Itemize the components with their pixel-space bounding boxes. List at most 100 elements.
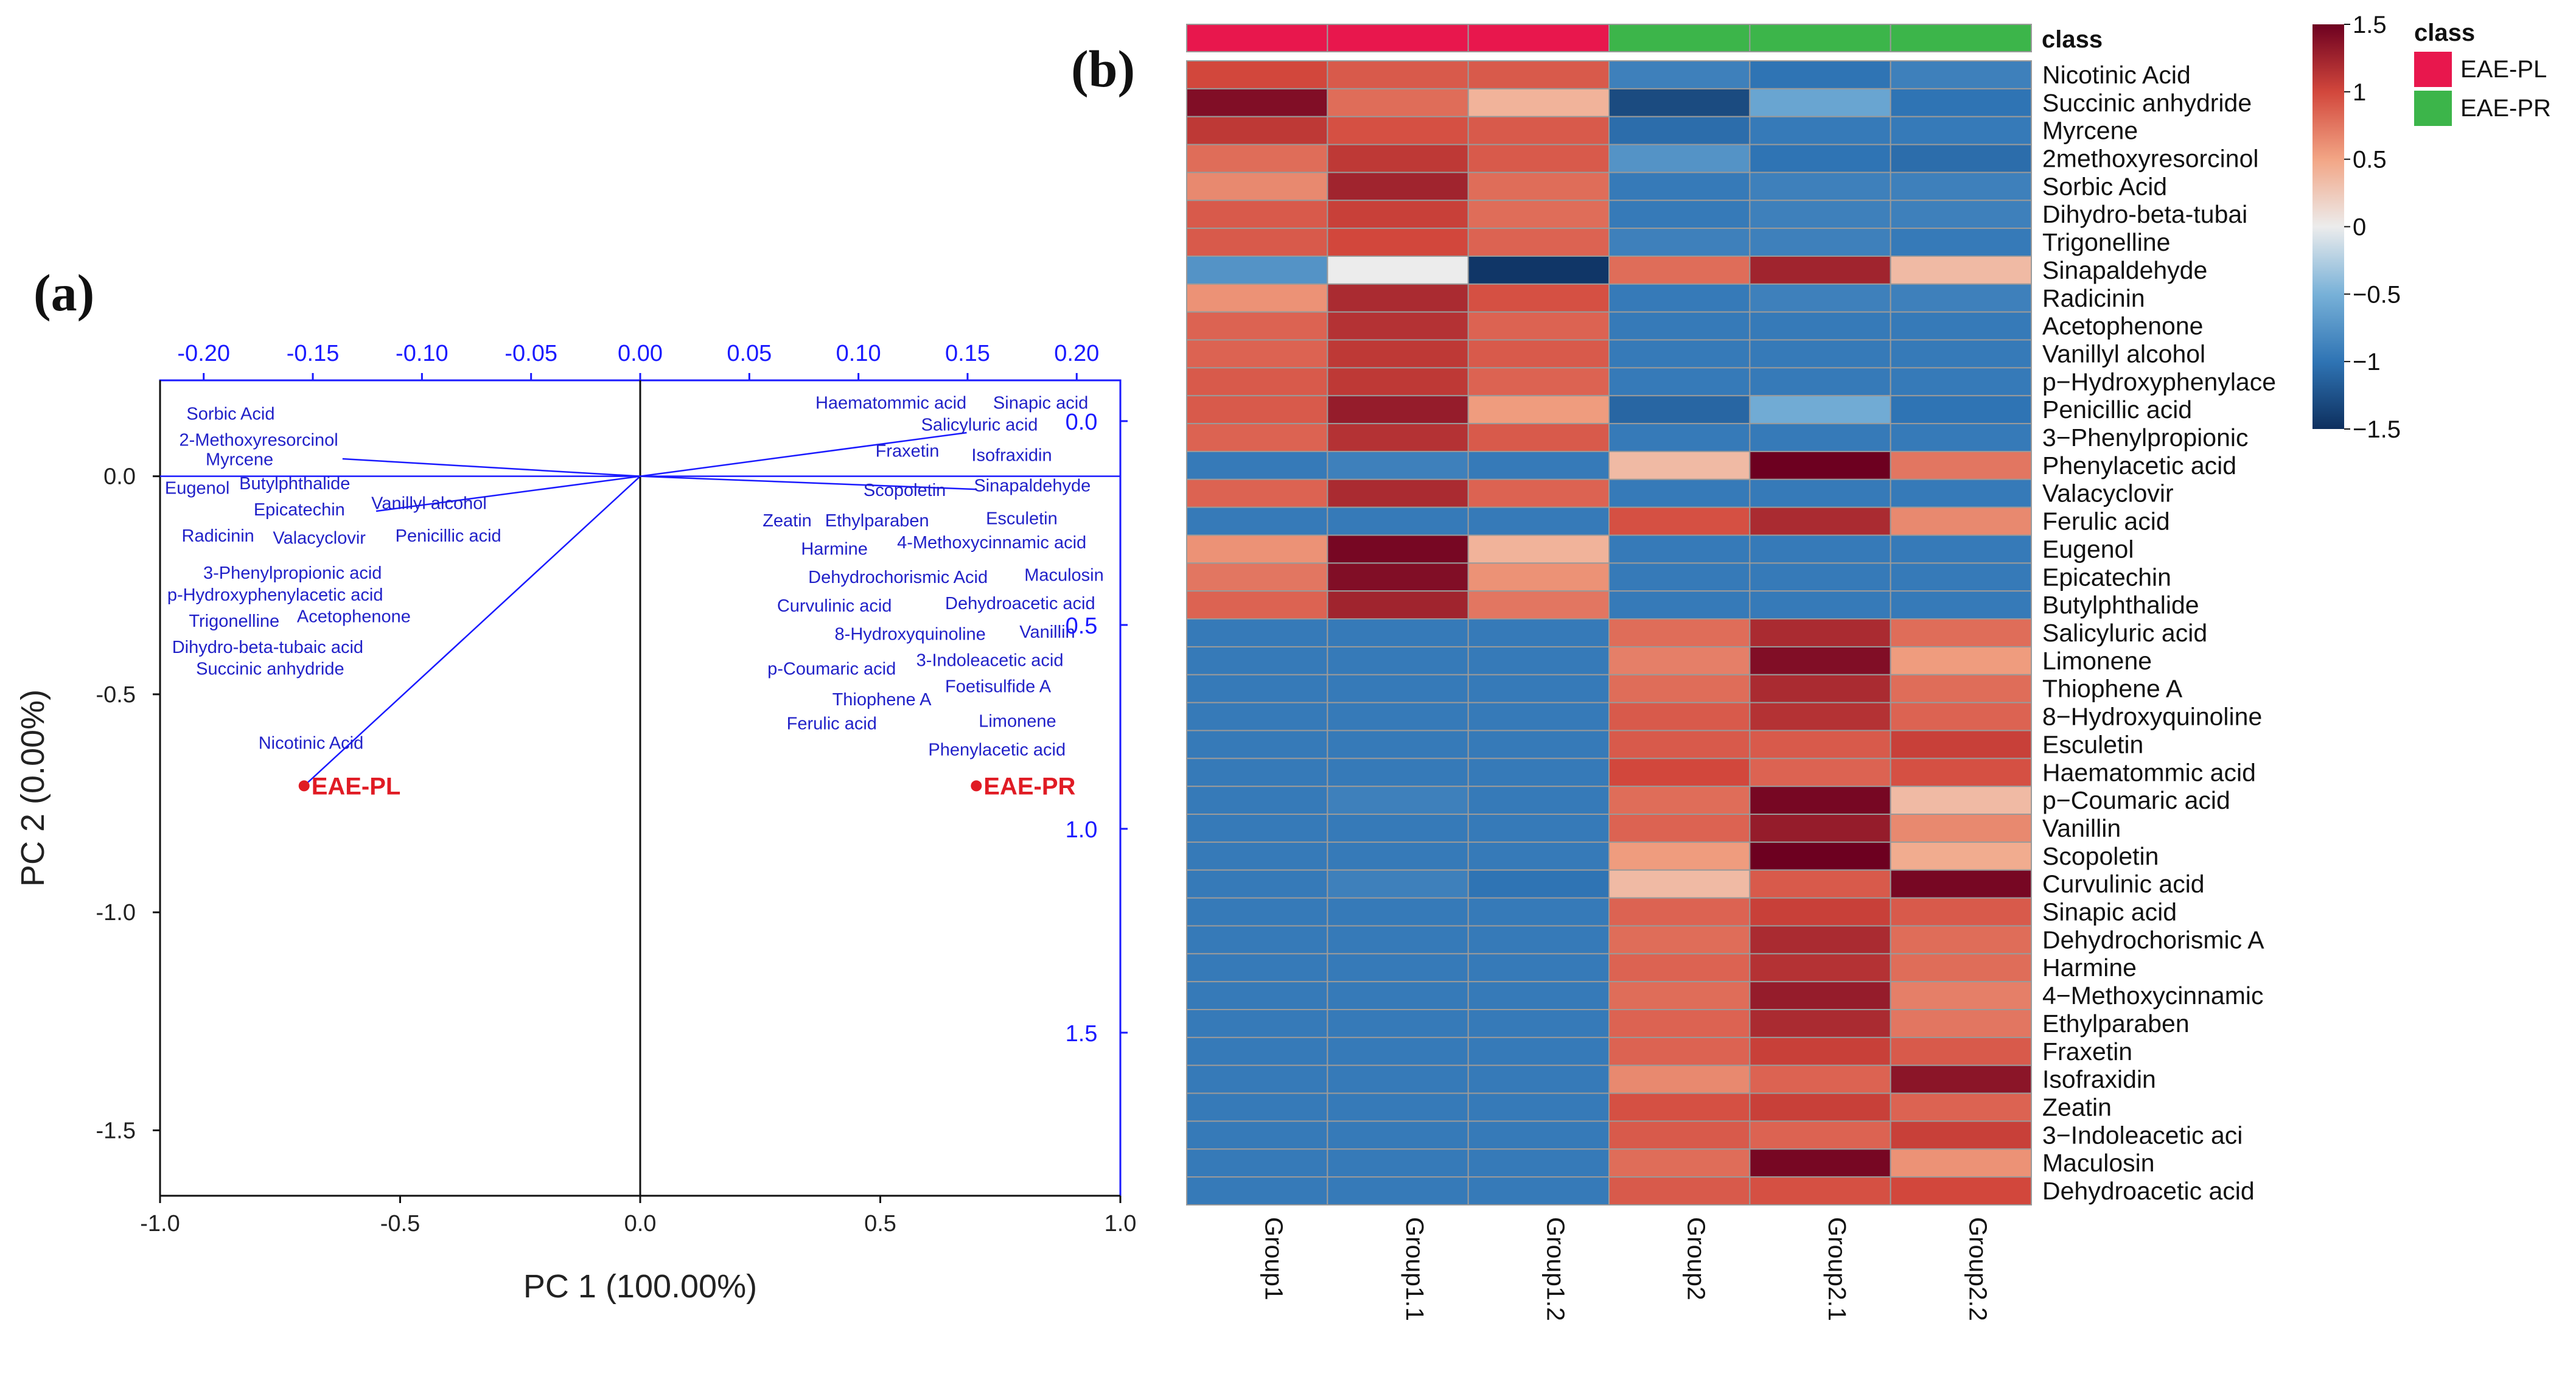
row-label: Thiophene A xyxy=(2042,675,2183,703)
right-tick-label: 0.5 xyxy=(1066,613,1098,639)
variable-label: Epicatechin xyxy=(254,500,345,520)
heatmap-cell xyxy=(1467,1176,1610,1206)
heatmap-cell xyxy=(1327,1120,1469,1150)
row-label: Haematommic acid xyxy=(2042,758,2256,786)
heatmap-cell xyxy=(1467,1009,1610,1038)
heatmap-cell xyxy=(1467,200,1610,229)
variable-label: Butylphthalide xyxy=(239,474,350,494)
heatmap-cell xyxy=(1749,841,1891,871)
variable-label: Haematommic acid xyxy=(815,394,966,413)
heatmap-cell xyxy=(1467,1120,1610,1150)
heatmap-cell xyxy=(1467,478,1610,508)
heatmap-cell xyxy=(1327,1036,1469,1066)
heatmap-cell xyxy=(1749,897,1891,927)
heatmap-cell xyxy=(1749,1064,1891,1094)
score-points: EAE-PL EAE-PR xyxy=(298,773,1076,800)
heatmap-cell xyxy=(1749,311,1891,341)
heatmap-cell xyxy=(1890,618,2033,647)
heatmap-cell xyxy=(1749,869,1891,899)
heatmap-cell xyxy=(1186,395,1328,425)
heatmap-cell xyxy=(1749,367,1891,397)
variable-label: Dihydro-beta-tubaic acid xyxy=(172,638,363,657)
heatmap-cell xyxy=(1327,88,1469,117)
heatmap-cell xyxy=(1608,1064,1751,1094)
row-label: Radicinin xyxy=(2042,284,2145,312)
heatmap-cell xyxy=(1749,953,1891,983)
row-label: Limonene xyxy=(2042,647,2152,675)
heatmap-cell xyxy=(1327,758,1469,787)
heatmap-cell xyxy=(1186,88,1328,117)
heatmap-cell xyxy=(1608,953,1751,983)
heatmap-cell xyxy=(1890,60,2033,89)
heatmap-cell xyxy=(1186,1009,1328,1038)
heatmap-cell xyxy=(1890,1120,2033,1150)
heatmap-cell xyxy=(1608,646,1751,675)
heatmap-cell xyxy=(1608,1176,1751,1206)
heatmap-cell xyxy=(1890,339,2033,369)
heatmap-cell xyxy=(1327,228,1469,257)
heatmap-cell xyxy=(1749,786,1891,815)
heatmap-cell xyxy=(1467,674,1610,703)
heatmap-cell xyxy=(1467,1064,1610,1094)
zero-lines xyxy=(160,380,1120,1196)
heatmap-cell xyxy=(1749,758,1891,787)
row-label: Epicatechin xyxy=(2042,563,2171,591)
variable-label: 8-Hydroxyquinoline xyxy=(835,624,986,644)
row-label: Vanillyl alcohol xyxy=(2042,340,2205,368)
heatmap-cell xyxy=(1749,255,1891,285)
heatmap-cell xyxy=(1186,953,1328,983)
heatmap-cell xyxy=(1890,841,2033,871)
heatmap-cell xyxy=(1467,60,1610,89)
heatmap-cell xyxy=(1467,367,1610,397)
heatmap-cell xyxy=(1749,925,1891,955)
heatmap-cell xyxy=(1467,730,1610,759)
variable-label: Radicinin xyxy=(182,526,254,546)
class-cell xyxy=(1749,24,1891,52)
variable-label: 2-Methoxyresorcinol xyxy=(180,430,338,450)
heatmap-cell xyxy=(1467,88,1610,117)
class-legend-swatch xyxy=(2414,52,2452,87)
heatmap-cell xyxy=(1186,311,1328,341)
heatmap-cell xyxy=(1327,116,1469,145)
heatmap-cell xyxy=(1608,981,1751,1011)
heatmap-cell xyxy=(1327,562,1469,592)
heatmap-cell xyxy=(1186,869,1328,899)
heatmap-cell xyxy=(1608,534,1751,564)
heatmap-cell xyxy=(1327,423,1469,452)
heatmap-cell xyxy=(1186,1120,1328,1150)
variable-label: Dehydrochorismic Acid xyxy=(808,568,988,587)
heatmap-cell xyxy=(1608,311,1751,341)
column-labels: Group1 Group1.1 Group1.2 Group2 Group2.1 Grou… xyxy=(1260,1217,1992,1321)
x-tick-label: -1.0 xyxy=(140,1211,180,1237)
variable-label: 4-Methoxycinnamic acid xyxy=(897,533,1086,553)
heatmap-cell xyxy=(1749,674,1891,703)
variable-label: Maculosin xyxy=(1024,566,1104,585)
heatmap-cell xyxy=(1890,814,2033,843)
heatmap-cell xyxy=(1608,1036,1751,1066)
heatmap-cell xyxy=(1608,1092,1751,1122)
color-scale-tick-label: −0.5 xyxy=(2353,281,2401,308)
heatmap-cell xyxy=(1467,897,1610,927)
class-legend-swatch xyxy=(2414,91,2452,126)
heatmap-cell xyxy=(1467,590,1610,620)
heatmap-cell xyxy=(1608,1120,1751,1150)
heatmap-cell xyxy=(1749,1176,1891,1206)
variable-label: Penicillic acid xyxy=(396,526,501,546)
heatmap-cell xyxy=(1749,144,1891,173)
heatmap-cell xyxy=(1186,367,1328,397)
heatmap-cell xyxy=(1327,200,1469,229)
heatmap-cell xyxy=(1608,367,1751,397)
heatmap-cell xyxy=(1749,562,1891,592)
variable-label: Sorbic Acid xyxy=(186,404,274,424)
heatmap-cell xyxy=(1467,144,1610,173)
color-scale-tick-label: 1.5 xyxy=(2353,12,2387,38)
color-scale-tick-label: −1.5 xyxy=(2353,416,2401,443)
heatmap-cell xyxy=(1608,590,1751,620)
class-legend-label: EAE-PL xyxy=(2460,56,2547,83)
heatmap-cell xyxy=(1186,506,1328,536)
row-label: Dihydro-beta-tubai xyxy=(2042,200,2247,228)
heatmap-cell xyxy=(1467,841,1610,871)
heatmap-cell xyxy=(1890,88,2033,117)
heatmap-cell xyxy=(1327,730,1469,759)
